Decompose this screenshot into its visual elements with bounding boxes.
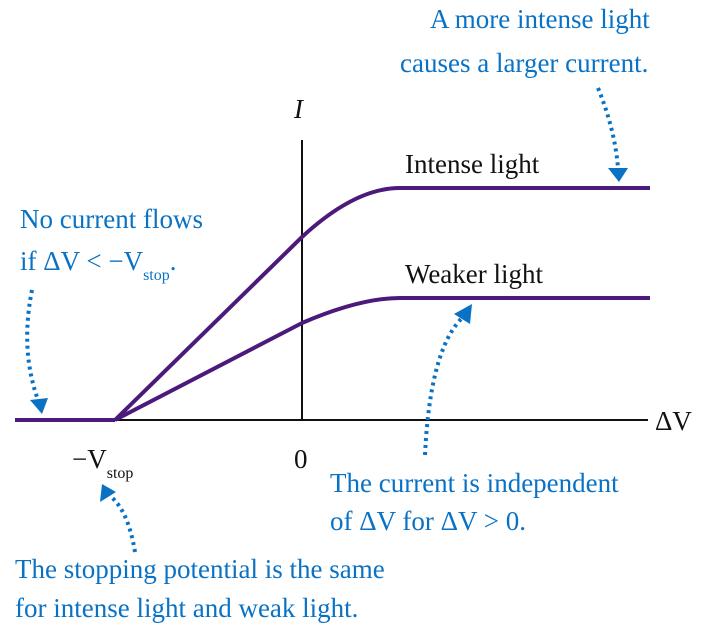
y-axis-label: I (293, 94, 305, 124)
annotation: The stopping potential is the same (15, 554, 385, 584)
x-axis-label: ΔV (655, 406, 692, 436)
arrow (25, 289, 40, 401)
curve-label: Intense light (405, 149, 540, 179)
stop-label: −Vstop (72, 444, 133, 482)
arrow-head (100, 484, 116, 502)
arrow-head (30, 398, 48, 414)
annotation: A more intense light (430, 4, 650, 34)
stop-main: −V (72, 444, 107, 474)
arrow-head (454, 304, 472, 324)
annotation-part: if ΔV < −V (20, 246, 144, 276)
weaker-curve (114, 296, 650, 422)
curve-label: Weaker light (405, 259, 544, 289)
arrow (596, 87, 620, 169)
annotation: causes a larger current. (400, 48, 648, 78)
arrow-head (608, 168, 628, 182)
intense-curve (113, 186, 650, 422)
annotation: for intense light and weak light. (15, 593, 358, 623)
stop-sub: stop (107, 465, 134, 482)
annotation: of ΔV for ΔV > 0. (330, 506, 526, 536)
annotation: No current flows (20, 204, 203, 234)
annotation: The current is independent (330, 468, 619, 498)
annotation: if ΔV < −Vstop. (20, 246, 177, 284)
annotation-part: . (170, 246, 177, 276)
arrow (423, 316, 464, 456)
origin-label: 0 (294, 444, 308, 474)
annotation-sub: stop (143, 267, 170, 284)
arrow (108, 494, 137, 553)
